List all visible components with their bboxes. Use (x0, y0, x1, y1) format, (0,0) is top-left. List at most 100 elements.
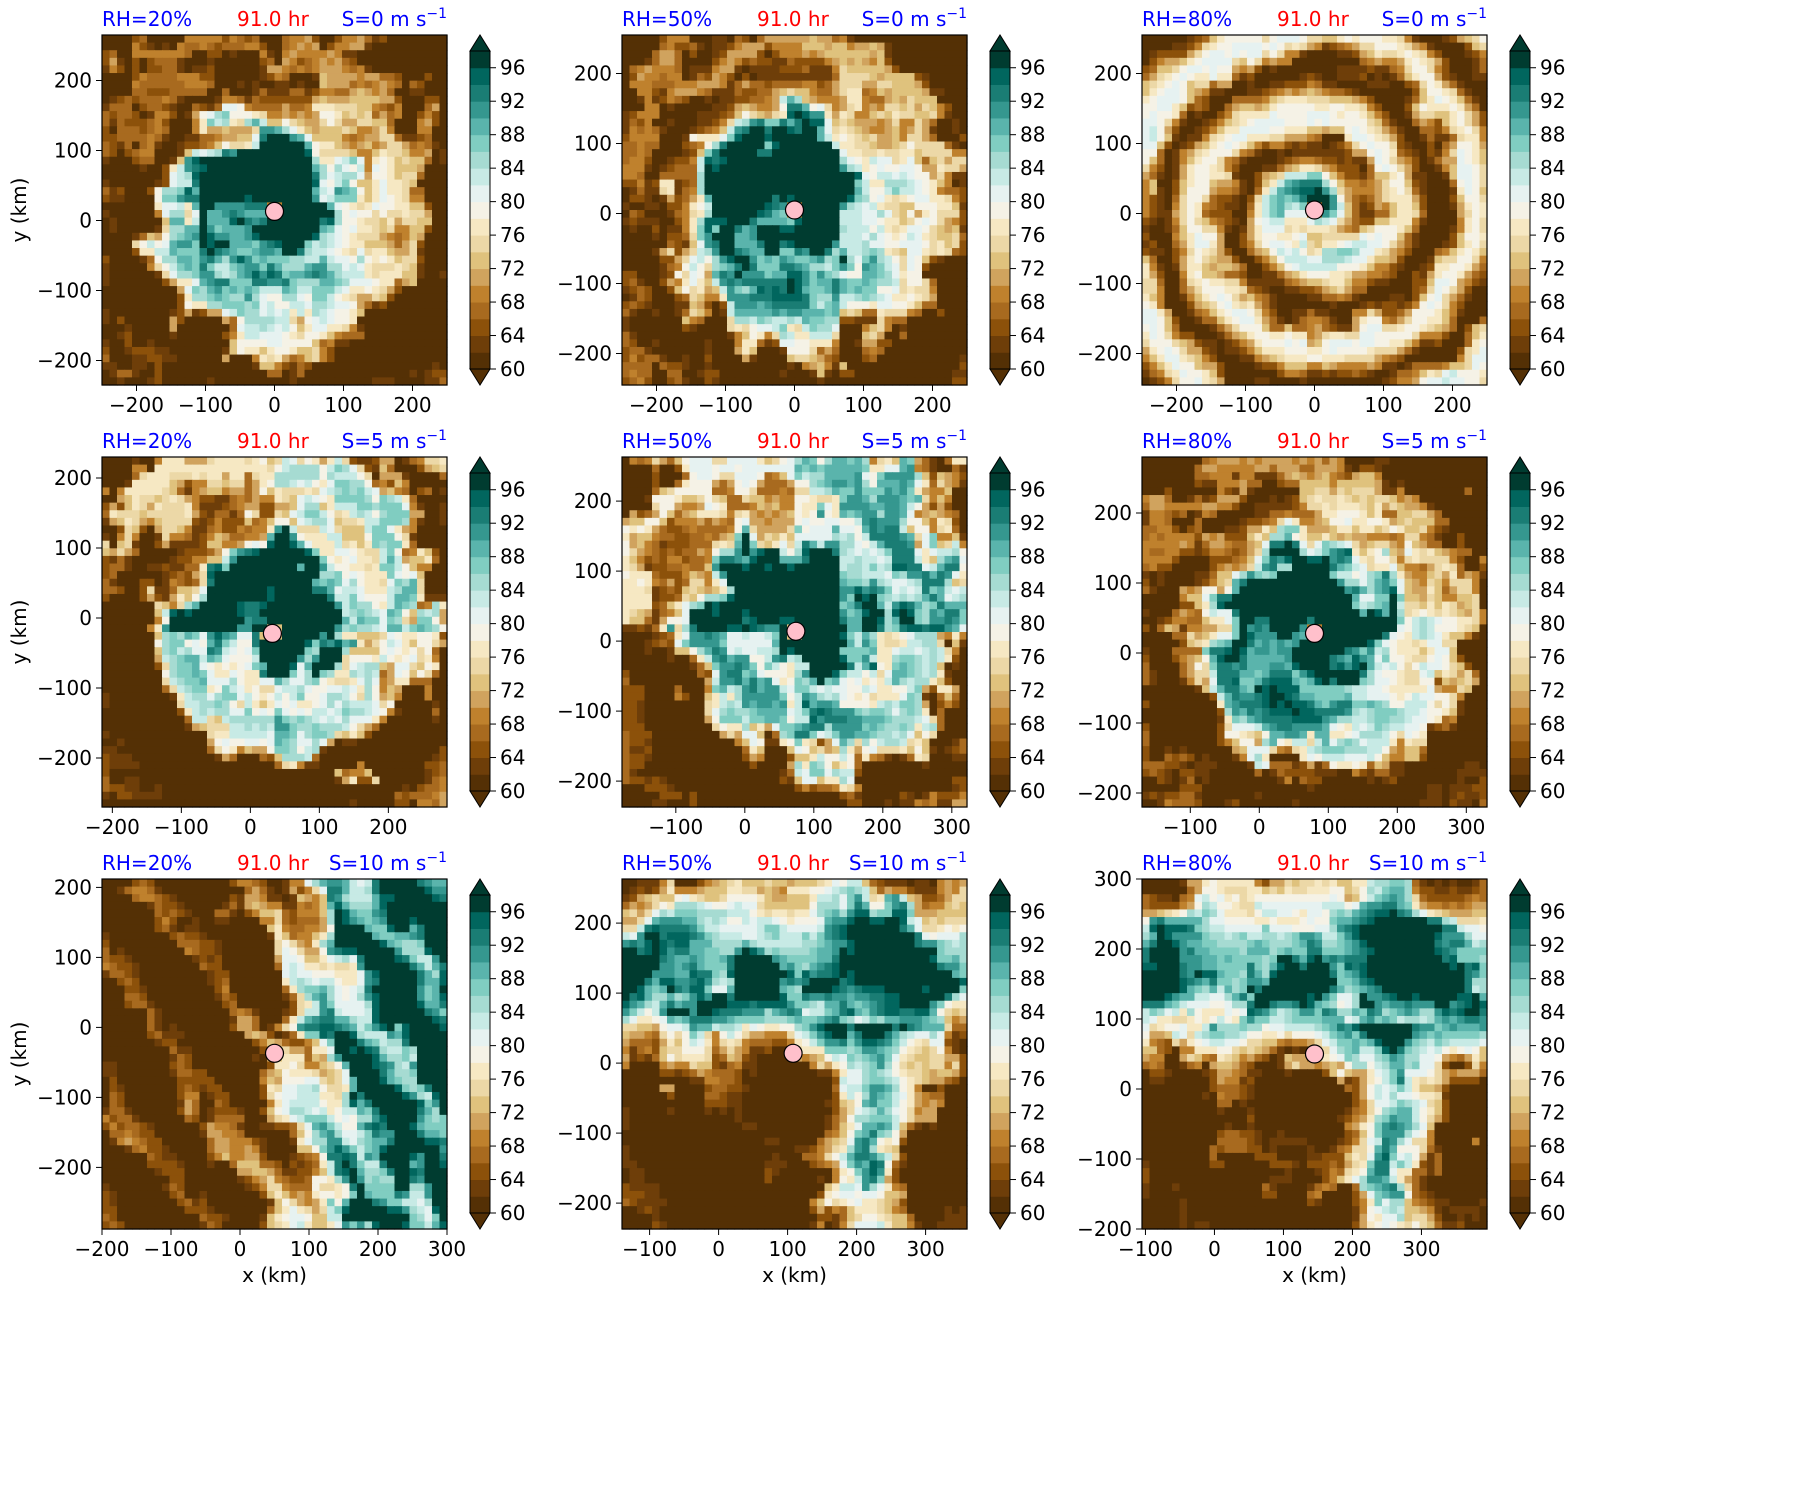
heatmap-cell (222, 187, 231, 196)
heatmap-cell (192, 65, 201, 74)
heatmap-cell (229, 149, 238, 158)
heatmap-cell (154, 240, 163, 249)
heatmap-cell (327, 232, 336, 242)
heatmap-cell (944, 225, 953, 234)
heatmap-cell (259, 232, 268, 242)
heatmap-cell (839, 248, 848, 257)
heatmap-cell (289, 308, 298, 318)
heatmap-cell (712, 171, 721, 181)
heatmap-cell (802, 270, 811, 280)
heatmap-cell (877, 362, 886, 371)
heatmap-cell (622, 164, 631, 173)
heatmap-cell (1344, 50, 1353, 59)
heatmap-cell (244, 118, 253, 127)
heatmap-cell (379, 324, 388, 333)
heatmap-cell (652, 149, 661, 158)
heatmap-cell (207, 286, 216, 295)
heatmap-cell (1314, 111, 1323, 120)
heatmap-cell (704, 95, 713, 105)
heatmap-cell (689, 171, 698, 181)
heatmap-cell (854, 164, 863, 173)
heatmap-cell (757, 278, 766, 287)
heatmap-cell (854, 126, 863, 135)
heatmap-cell (922, 133, 931, 143)
heatmap-cell (154, 156, 163, 165)
heatmap-cell (304, 141, 313, 150)
heatmap-cell (757, 149, 766, 158)
heatmap-cell (289, 255, 298, 264)
heatmap-cell (757, 88, 766, 97)
heatmap-cell (424, 210, 433, 219)
heatmap-cell (952, 316, 961, 325)
heatmap-cell (1397, 35, 1406, 44)
heatmap-cell (899, 362, 908, 371)
heatmap-cell (252, 164, 261, 173)
heatmap-cell (884, 240, 893, 249)
heatmap-cell (417, 88, 426, 97)
heatmap-cell (884, 316, 893, 325)
heatmap-cell (169, 118, 178, 127)
heatmap-cell (824, 217, 833, 226)
heatmap-cell (959, 194, 968, 203)
heatmap-cell (154, 232, 163, 242)
heatmap-cell (959, 149, 968, 158)
heatmap-cell (252, 187, 261, 196)
heatmap-cell (712, 354, 721, 363)
heatmap-cell (817, 339, 826, 348)
heatmap-cell (839, 42, 848, 51)
heatmap-cell (659, 263, 668, 272)
heatmap-cell (644, 346, 653, 356)
heatmap-cell (704, 210, 713, 219)
heatmap-cell (387, 202, 396, 211)
heatmap-cell (959, 354, 968, 363)
heatmap-cell (1157, 126, 1166, 135)
heatmap-cell (809, 194, 818, 203)
heatmap-cell (637, 187, 646, 196)
heatmap-cell (772, 270, 781, 280)
heatmap-cell (124, 301, 133, 310)
heatmap-cell (1149, 88, 1158, 97)
heatmap-cell (727, 35, 736, 44)
heatmap-cell (244, 141, 253, 150)
heatmap-cell (1172, 126, 1181, 135)
heatmap-cell (907, 194, 916, 203)
heatmap-cell (192, 80, 201, 89)
heatmap-cell (162, 301, 171, 310)
heatmap-cell (139, 141, 148, 150)
heatmap-cell (319, 278, 328, 287)
heatmap-cell (817, 240, 826, 249)
heatmap-cell (297, 57, 306, 67)
heatmap-cell (749, 255, 758, 264)
heatmap-cell (402, 278, 411, 287)
heatmap-cell (892, 42, 901, 51)
heatmap-cell (682, 141, 691, 150)
heatmap-cell (357, 103, 366, 112)
heatmap-cell (387, 354, 396, 363)
heatmap-cell (832, 202, 841, 211)
heatmap-cell (1179, 80, 1188, 89)
heatmap-cell (439, 278, 448, 287)
heatmap-cell (439, 202, 448, 211)
heatmap-cell (944, 301, 953, 310)
heatmap-cell (787, 248, 796, 257)
heatmap-cell (147, 217, 156, 226)
heatmap-cell (644, 118, 653, 127)
heatmap-cell (327, 377, 336, 386)
heatmap-cell (899, 232, 908, 242)
heatmap-cell (727, 301, 736, 310)
heatmap-cell (659, 339, 668, 348)
heatmap-cell (674, 354, 683, 363)
heatmap-cell (772, 369, 781, 378)
heatmap-cell (862, 346, 871, 356)
heatmap-cell (349, 73, 358, 82)
heatmap-cell (169, 73, 178, 82)
heatmap-cell (719, 354, 728, 363)
heatmap-cell (177, 339, 186, 348)
heatmap-cell (944, 217, 953, 226)
heatmap-cell (667, 73, 676, 82)
heatmap-cell (757, 286, 766, 295)
heatmap-cell (749, 324, 758, 333)
heatmap-cell (644, 149, 653, 158)
heatmap-cell (697, 316, 706, 325)
heatmap-cell (899, 80, 908, 89)
